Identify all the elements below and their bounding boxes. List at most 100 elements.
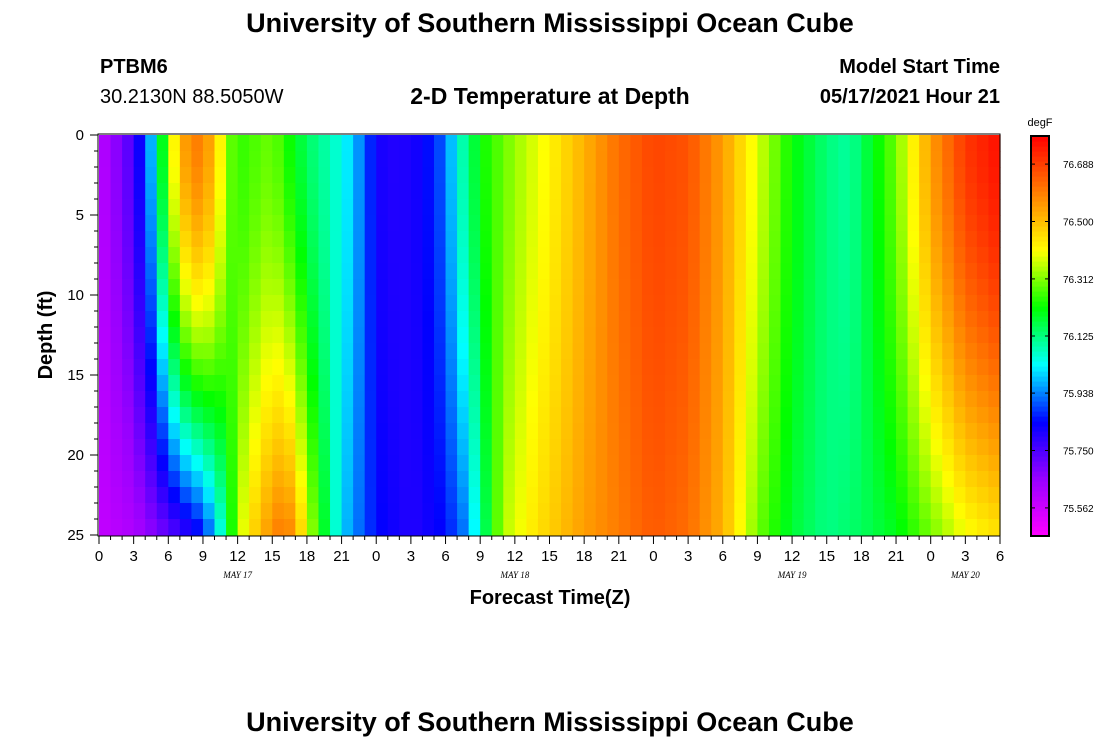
heatmap-cell	[618, 503, 631, 520]
heatmap-cell	[676, 263, 689, 280]
heatmap-cell	[514, 423, 527, 440]
heatmap-cell	[572, 295, 585, 312]
heatmap-cell	[803, 487, 816, 504]
heatmap-cell	[826, 359, 839, 376]
heatmap-cell	[653, 263, 666, 280]
heatmap-cell	[803, 375, 816, 392]
heatmap-cell	[99, 231, 112, 248]
heatmap-cell	[942, 391, 955, 408]
heatmap-cell	[803, 215, 816, 232]
heatmap-cell	[757, 295, 770, 312]
heatmap-cell	[815, 487, 828, 504]
heatmap-cell	[283, 503, 296, 520]
heatmap-cell	[133, 471, 146, 488]
heatmap-cell	[364, 135, 377, 152]
heatmap-cell	[676, 471, 689, 488]
heatmap-cell	[930, 263, 943, 280]
heatmap-cell	[110, 375, 123, 392]
heatmap-cell	[757, 359, 770, 376]
heatmap-cell	[688, 455, 701, 472]
colorbar-swatch	[1031, 356, 1049, 362]
heatmap-cell	[780, 183, 793, 200]
heatmap-cell	[422, 359, 435, 376]
heatmap-cell	[156, 423, 169, 440]
heatmap-cell	[237, 311, 250, 328]
heatmap-cell	[803, 263, 816, 280]
heatmap-cell	[503, 199, 516, 216]
heatmap-cell	[896, 407, 909, 424]
heatmap-cell	[757, 279, 770, 296]
heatmap-cell	[353, 151, 366, 168]
heatmap-cell	[676, 519, 689, 536]
heatmap-cell	[757, 503, 770, 520]
heatmap-cell	[179, 455, 193, 472]
heatmap-cell	[191, 439, 204, 456]
colorbar: degF75.56275.75075.93876.12576.31276.500…	[1027, 117, 1094, 537]
heatmap-cell	[884, 407, 897, 424]
heatmap-cell	[872, 135, 886, 152]
heatmap-cell	[907, 407, 920, 424]
heatmap-cell	[803, 327, 816, 344]
heatmap-cell	[445, 375, 458, 392]
heatmap-cell	[237, 423, 250, 440]
heatmap-cell	[780, 295, 793, 312]
heatmap-cell	[826, 423, 839, 440]
heatmap-cell	[410, 167, 424, 184]
heatmap-cell	[445, 519, 458, 536]
heatmap-cell	[688, 503, 701, 520]
heatmap-cell	[226, 487, 239, 504]
heatmap-cell	[641, 407, 655, 424]
heatmap-cell	[584, 279, 597, 296]
heatmap-cell	[930, 487, 943, 504]
heatmap-cell	[156, 455, 169, 472]
heatmap-cell	[214, 343, 227, 360]
heatmap-cell	[618, 391, 631, 408]
heatmap-cell	[353, 423, 366, 440]
heatmap-cell	[491, 151, 504, 168]
x-tick-label: 0	[927, 548, 935, 565]
heatmap-cell	[688, 423, 701, 440]
heatmap-cell	[595, 167, 608, 184]
heatmap-cell	[618, 199, 631, 216]
heatmap-cell	[861, 215, 874, 232]
heatmap-cell	[919, 455, 932, 472]
heatmap-cell	[572, 359, 585, 376]
heatmap-cell	[780, 439, 793, 456]
heatmap-cell	[295, 455, 308, 472]
heatmap-cell	[768, 471, 782, 488]
heatmap-cell	[272, 167, 285, 184]
heatmap-cell	[618, 343, 631, 360]
heatmap-cell	[387, 455, 400, 472]
heatmap-cell	[468, 359, 481, 376]
heatmap-cell	[676, 151, 689, 168]
heatmap-cell	[214, 423, 227, 440]
heatmap-cell	[676, 167, 689, 184]
heatmap-cell	[156, 519, 169, 536]
heatmap-cell	[849, 199, 862, 216]
y-tick-label: 10	[67, 287, 84, 304]
heatmap-cell	[595, 423, 608, 440]
heatmap-cell	[930, 295, 943, 312]
heatmap-cell	[422, 487, 435, 504]
heatmap-cell	[179, 375, 193, 392]
heatmap-cell	[399, 455, 412, 472]
heatmap-cell	[584, 375, 597, 392]
heatmap-cell	[561, 183, 574, 200]
heatmap-cell	[526, 215, 539, 232]
heatmap-cell	[838, 167, 851, 184]
heatmap-cell	[468, 135, 481, 152]
heatmap-cell	[272, 311, 285, 328]
heatmap-cell	[318, 391, 331, 408]
heatmap-cell	[965, 455, 978, 472]
heatmap-cell	[537, 311, 551, 328]
heatmap-cell	[341, 199, 354, 216]
heatmap-cell	[514, 455, 527, 472]
heatmap-cell	[306, 503, 320, 520]
heatmap-cell	[330, 247, 343, 264]
heatmap-cell	[191, 295, 204, 312]
heatmap-cell	[168, 279, 181, 296]
heatmap-cell	[584, 391, 597, 408]
heatmap-cell	[168, 327, 181, 344]
heatmap-cell	[803, 231, 816, 248]
heatmap-cell	[330, 487, 343, 504]
